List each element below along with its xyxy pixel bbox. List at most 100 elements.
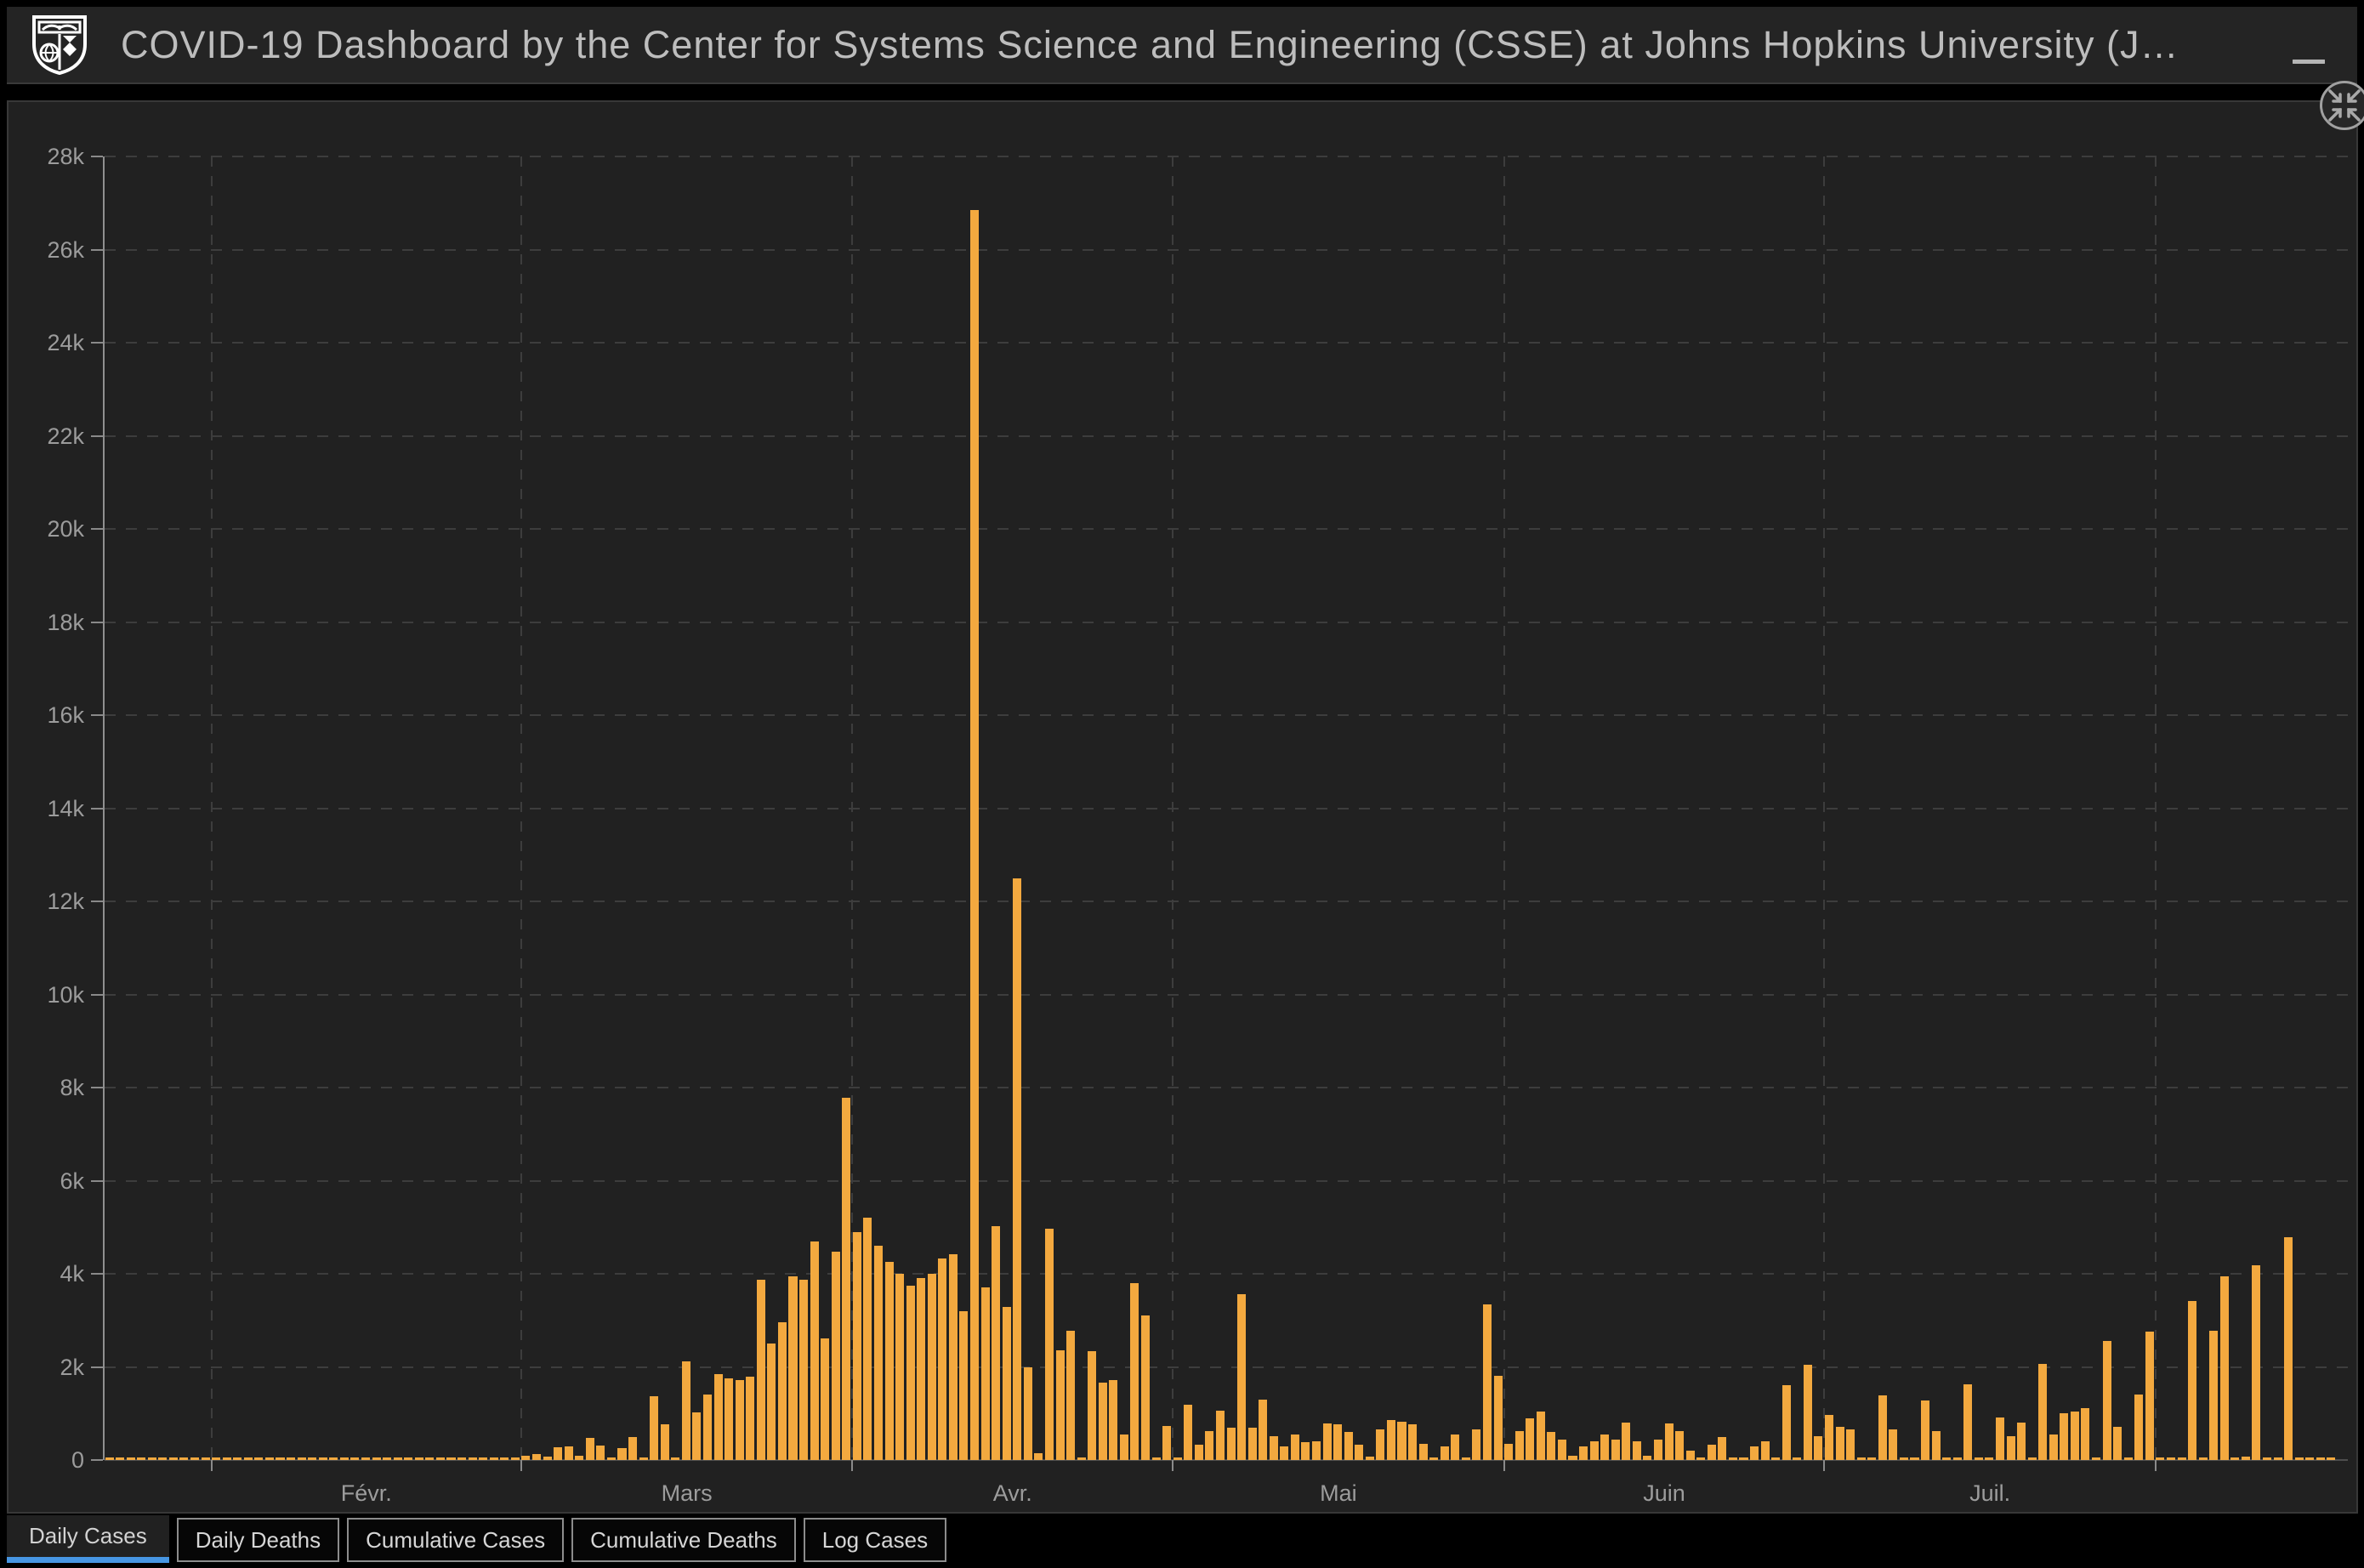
daily-cases-bar[interactable] bbox=[212, 1457, 221, 1460]
daily-cases-bar[interactable] bbox=[895, 1274, 905, 1460]
hamburger-menu-icon[interactable] bbox=[2293, 26, 2330, 64]
daily-cases-bar[interactable] bbox=[383, 1457, 392, 1460]
daily-cases-bar[interactable] bbox=[1696, 1457, 1706, 1460]
daily-cases-bar[interactable] bbox=[746, 1377, 755, 1460]
daily-cases-bar[interactable] bbox=[1451, 1434, 1460, 1460]
daily-cases-bar[interactable] bbox=[233, 1457, 242, 1460]
daily-cases-bar[interactable] bbox=[1846, 1429, 1855, 1460]
daily-cases-bar[interactable] bbox=[799, 1280, 809, 1460]
daily-cases-bar[interactable] bbox=[1952, 1457, 1962, 1460]
daily-cases-bar[interactable] bbox=[617, 1448, 627, 1460]
daily-cases-bar[interactable] bbox=[660, 1424, 669, 1460]
daily-cases-bar[interactable] bbox=[1322, 1423, 1332, 1460]
daily-cases-bar[interactable] bbox=[1280, 1446, 1289, 1460]
daily-cases-bar[interactable] bbox=[1311, 1440, 1321, 1460]
daily-cases-bar[interactable] bbox=[1044, 1229, 1054, 1460]
daily-cases-bar[interactable] bbox=[264, 1457, 274, 1460]
daily-cases-bar[interactable] bbox=[1034, 1452, 1043, 1460]
daily-cases-bar[interactable] bbox=[852, 1231, 861, 1460]
daily-cases-bar[interactable] bbox=[2316, 1457, 2325, 1460]
daily-cases-bar[interactable] bbox=[2252, 1265, 2261, 1460]
daily-cases-bar[interactable] bbox=[1643, 1455, 1652, 1460]
daily-cases-bar[interactable] bbox=[554, 1446, 563, 1460]
daily-cases-bar[interactable] bbox=[1835, 1427, 1844, 1460]
daily-cases-bar[interactable] bbox=[329, 1457, 338, 1460]
daily-cases-bar[interactable] bbox=[2134, 1395, 2144, 1460]
daily-cases-bar[interactable] bbox=[1632, 1441, 1641, 1460]
daily-cases-bar[interactable] bbox=[361, 1457, 371, 1460]
daily-cases-bar[interactable] bbox=[1600, 1434, 1610, 1460]
daily-cases-bar[interactable] bbox=[446, 1457, 456, 1460]
daily-cases-bar[interactable] bbox=[276, 1457, 285, 1460]
daily-cases-bar[interactable] bbox=[425, 1457, 435, 1460]
daily-cases-bar[interactable] bbox=[1386, 1420, 1395, 1460]
daily-cases-bar[interactable] bbox=[1664, 1423, 1674, 1460]
daily-cases-bar[interactable] bbox=[980, 1287, 990, 1460]
collapse-inward-arrows-icon[interactable] bbox=[2320, 81, 2364, 130]
daily-cases-bar[interactable] bbox=[147, 1457, 156, 1460]
daily-cases-bar[interactable] bbox=[190, 1457, 200, 1460]
daily-cases-bar[interactable] bbox=[2284, 1236, 2293, 1460]
daily-cases-bar[interactable] bbox=[457, 1457, 467, 1460]
daily-cases-bar[interactable] bbox=[906, 1285, 915, 1460]
daily-cases-bar[interactable] bbox=[2123, 1457, 2133, 1460]
daily-cases-bar[interactable] bbox=[287, 1457, 296, 1460]
daily-cases-bar[interactable] bbox=[1226, 1427, 1236, 1460]
daily-cases-bar[interactable] bbox=[1151, 1457, 1161, 1460]
daily-cases-bar[interactable] bbox=[1023, 1366, 1032, 1460]
daily-cases-bar[interactable] bbox=[1418, 1443, 1428, 1460]
daily-cases-bar[interactable] bbox=[1088, 1350, 1097, 1460]
daily-cases-bar[interactable] bbox=[2230, 1457, 2240, 1460]
daily-cases-bar[interactable] bbox=[1397, 1422, 1406, 1460]
daily-cases-bar[interactable] bbox=[2027, 1457, 2037, 1460]
daily-cases-bar[interactable] bbox=[1526, 1417, 1535, 1460]
daily-cases-bar[interactable] bbox=[992, 1226, 1001, 1460]
daily-cases-bar[interactable] bbox=[1269, 1435, 1278, 1460]
daily-cases-bar[interactable] bbox=[2209, 1331, 2219, 1460]
daily-cases-bar[interactable] bbox=[1429, 1457, 1439, 1460]
daily-cases-bar[interactable] bbox=[1536, 1411, 1545, 1460]
daily-cases-bar[interactable] bbox=[1162, 1425, 1172, 1460]
daily-cases-bar[interactable] bbox=[1237, 1294, 1247, 1460]
daily-cases-bar[interactable] bbox=[1376, 1429, 1385, 1460]
daily-cases-bar[interactable] bbox=[2219, 1276, 2229, 1460]
daily-cases-bar[interactable] bbox=[1589, 1441, 1599, 1460]
daily-cases-bar[interactable] bbox=[1504, 1443, 1514, 1460]
daily-cases-bar[interactable] bbox=[756, 1279, 765, 1460]
daily-cases-bar[interactable] bbox=[596, 1446, 605, 1460]
tab-daily-cases[interactable]: Daily Cases bbox=[7, 1515, 169, 1563]
daily-cases-bar[interactable] bbox=[713, 1373, 723, 1460]
daily-cases-bar[interactable] bbox=[1098, 1382, 1107, 1460]
daily-cases-bar[interactable] bbox=[1985, 1457, 1994, 1460]
daily-cases-bar[interactable] bbox=[639, 1457, 648, 1460]
daily-cases-bar[interactable] bbox=[543, 1457, 552, 1460]
daily-cases-bar[interactable] bbox=[1739, 1457, 1748, 1460]
daily-cases-bar[interactable] bbox=[575, 1456, 584, 1460]
daily-cases-bar[interactable] bbox=[1793, 1457, 1802, 1460]
daily-cases-bar[interactable] bbox=[1493, 1375, 1503, 1460]
daily-cases-bar[interactable] bbox=[531, 1453, 542, 1460]
daily-cases-bar[interactable] bbox=[927, 1274, 936, 1460]
daily-cases-bar[interactable] bbox=[777, 1321, 787, 1460]
daily-cases-bar[interactable] bbox=[1365, 1456, 1374, 1460]
daily-cases-bar[interactable] bbox=[2156, 1457, 2165, 1460]
daily-cases-bar[interactable] bbox=[1055, 1349, 1065, 1460]
daily-cases-bar[interactable] bbox=[1782, 1385, 1791, 1460]
daily-cases-bar[interactable] bbox=[1611, 1439, 1620, 1460]
daily-cases-bar[interactable] bbox=[1910, 1457, 1919, 1460]
daily-cases-bar[interactable] bbox=[735, 1379, 744, 1460]
daily-cases-bar[interactable] bbox=[2113, 1426, 2122, 1460]
daily-cases-bar[interactable] bbox=[308, 1457, 317, 1460]
daily-cases-bar[interactable] bbox=[1205, 1430, 1214, 1460]
daily-cases-bar[interactable] bbox=[1942, 1457, 1952, 1460]
daily-cases-bar[interactable] bbox=[1355, 1445, 1364, 1460]
daily-cases-bar[interactable] bbox=[2060, 1413, 2069, 1460]
daily-cases-bar[interactable] bbox=[1814, 1435, 1823, 1460]
daily-cases-bar[interactable] bbox=[1557, 1440, 1566, 1460]
daily-cases-bar[interactable] bbox=[1921, 1400, 1930, 1460]
daily-cases-bar[interactable] bbox=[1247, 1427, 1257, 1460]
daily-cases-bar[interactable] bbox=[2102, 1340, 2111, 1460]
daily-cases-bar[interactable] bbox=[1718, 1437, 1727, 1460]
daily-cases-bar[interactable] bbox=[1707, 1444, 1716, 1460]
daily-cases-bar[interactable] bbox=[1931, 1430, 1941, 1460]
